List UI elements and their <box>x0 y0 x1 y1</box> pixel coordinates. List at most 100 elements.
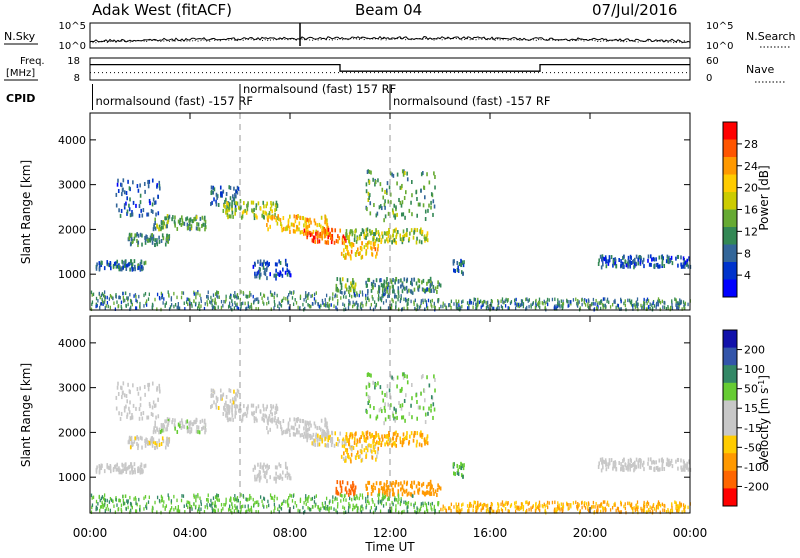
velocity-echo-cell <box>345 486 347 491</box>
velocity-echo-cell <box>424 439 426 444</box>
power-echo-cell <box>331 228 334 233</box>
power-ground-scatter-cell <box>490 303 493 308</box>
velocity-ground-scatter-cell <box>207 497 209 502</box>
power-echo-cell <box>365 250 368 255</box>
power-ground-scatter-cell <box>594 302 596 306</box>
velocity-echo-cell <box>325 424 328 429</box>
power-echo-cell <box>234 192 236 197</box>
velocity-echo-cell <box>363 448 366 453</box>
power-ground-scatter-cell <box>100 301 103 306</box>
power-echo-cell <box>286 263 289 268</box>
power-ground-scatter-cell <box>576 303 578 307</box>
velocity-ground-scatter-cell <box>321 501 324 506</box>
velocity-ground-scatter-cell <box>400 499 402 503</box>
power-ground-scatter-cell <box>239 307 242 311</box>
velocity-echo-cell <box>380 486 383 491</box>
velocity-ground-scatter-cell <box>120 503 123 508</box>
velocity-echo-cell <box>130 435 133 440</box>
velocity-echo-cell <box>134 436 136 441</box>
velocity-echo-cell <box>335 490 338 495</box>
power-ground-scatter-cell <box>450 299 453 304</box>
power-ground-scatter-cell <box>365 302 367 307</box>
velocity-echo-cell <box>665 462 668 467</box>
velocity-echo-cell <box>381 434 383 439</box>
power-echo-cell <box>351 230 354 235</box>
power-echo-cell <box>189 227 191 232</box>
power-ground-scatter-cell <box>231 299 233 303</box>
power-echo-cell <box>608 255 611 260</box>
velocity-echo-cell <box>125 467 128 472</box>
velocity-ground-scatter-cell <box>214 509 217 513</box>
velocity-ground-scatter-cell <box>103 503 105 508</box>
power-ground-scatter-cell <box>651 303 653 307</box>
power-echo-cell <box>266 201 268 206</box>
velocity-echo-cell <box>262 413 265 418</box>
power-ground-scatter-cell <box>430 303 432 307</box>
power-ground-scatter-cell <box>120 300 123 305</box>
power-ground-scatter-cell <box>109 305 112 310</box>
power-echo-cell <box>460 258 462 263</box>
power-echo-cell <box>179 221 181 226</box>
velocity-echo-cell <box>411 396 413 401</box>
velocity-echo-cell <box>431 484 433 489</box>
power-ground-scatter-cell <box>105 304 107 308</box>
power-echo-cell <box>199 216 202 221</box>
velocity-echo-cell <box>378 437 381 442</box>
power-echo-cell <box>107 262 110 267</box>
power-ground-scatter-cell <box>514 298 516 303</box>
velocity-echo-cell <box>276 424 279 429</box>
velocity-echo-cell <box>147 387 150 392</box>
velocity-ground-scatter-cell <box>522 507 525 512</box>
power-echo-cell <box>393 213 395 218</box>
power-echo-cell <box>401 169 404 174</box>
velocity-echo-cell <box>116 462 119 467</box>
velocity-echo-cell <box>164 445 167 450</box>
power-echo-cell <box>405 190 407 195</box>
power-echo-cell <box>375 254 377 259</box>
power-echo-cell <box>280 224 283 229</box>
velocity-ground-scatter-cell <box>99 498 101 503</box>
velocity-ground-scatter-cell <box>95 507 97 512</box>
power-ground-scatter-cell <box>353 303 355 307</box>
power-ground-scatter-cell <box>360 302 362 306</box>
power-echo-cell <box>406 177 409 182</box>
velocity-echo-cell <box>405 434 408 439</box>
power-ground-scatter-cell <box>440 304 442 309</box>
power-ground-scatter-cell <box>170 303 173 307</box>
power-ground-scatter-cell <box>230 305 232 310</box>
power-ground-scatter-cell <box>521 302 523 306</box>
power-ground-scatter-cell <box>100 293 103 298</box>
power-ground-scatter-cell <box>501 305 504 310</box>
velocity-echo-cell <box>379 407 382 412</box>
power-ground-scatter-cell <box>161 293 164 297</box>
power-ground-scatter-cell <box>138 294 140 299</box>
power-ground-scatter-cell <box>636 302 638 306</box>
velocity-echo-cell <box>292 425 294 430</box>
velocity-echo-cell <box>239 409 241 414</box>
power-echo-cell <box>116 259 119 264</box>
velocity-echo-cell <box>349 433 352 438</box>
velocity-ground-scatter-cell <box>597 504 599 508</box>
power-ground-scatter-cell <box>383 292 386 297</box>
power-echo-cell <box>326 222 329 227</box>
power-echo-cell <box>429 276 432 281</box>
velocity-ground-scatter-cell <box>229 498 231 503</box>
velocity-echo-cell <box>355 453 358 458</box>
velocity-echo-cell <box>334 431 337 436</box>
velocity-echo-cell <box>262 417 265 422</box>
power-echo-cell <box>304 219 307 224</box>
velocity-echo-cell <box>215 395 218 400</box>
velocity-ground-scatter-cell <box>216 497 218 501</box>
power-echo-cell <box>210 191 213 196</box>
velocity-ground-scatter-cell <box>450 502 453 507</box>
velocity-echo-cell <box>305 427 307 432</box>
power-ground-scatter-cell <box>526 297 528 301</box>
velocity-echo-cell <box>152 400 155 405</box>
velocity-ground-scatter-cell <box>244 504 246 509</box>
velocity-ground-scatter-cell <box>531 505 534 509</box>
power-echo-cell <box>391 208 394 213</box>
power-echo-cell <box>113 261 116 266</box>
power-ground-scatter-cell <box>649 302 651 306</box>
power-ground-scatter-cell <box>456 302 458 307</box>
velocity-echo-cell <box>597 465 600 470</box>
